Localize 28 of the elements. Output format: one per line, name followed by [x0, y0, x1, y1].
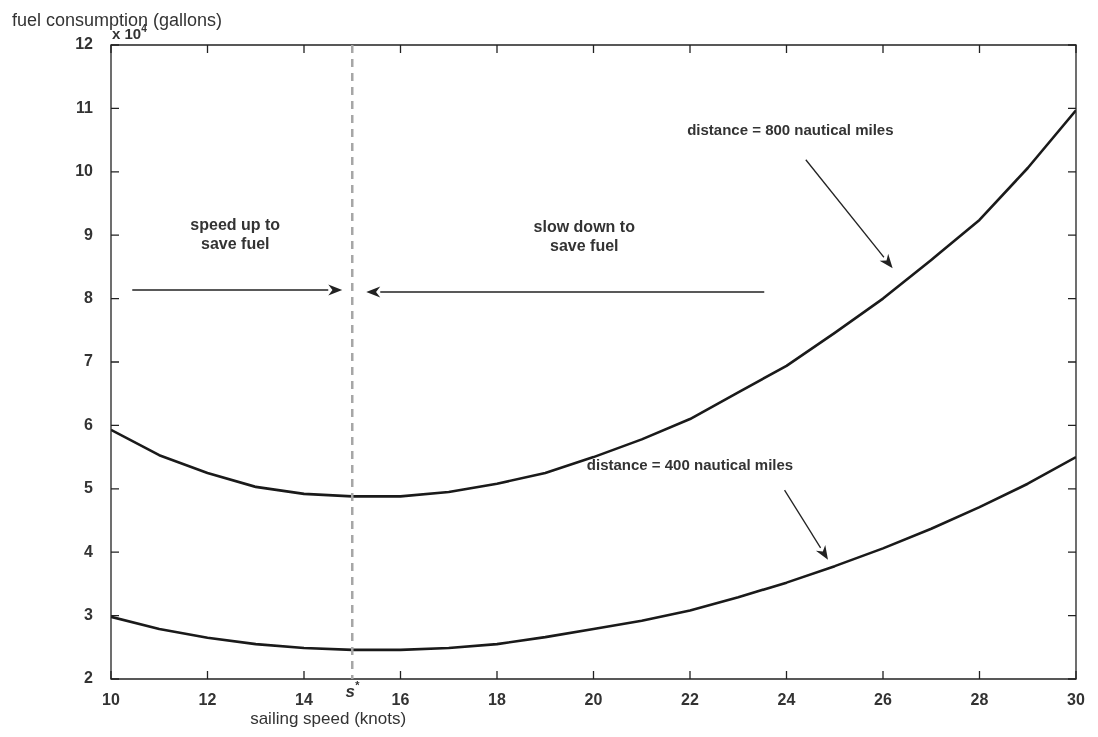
y-tick-label: 3 [84, 606, 94, 624]
y-tick-label: 6 [84, 415, 94, 433]
x-tick-label: 18 [488, 691, 506, 709]
x-tick-label: 20 [584, 691, 603, 709]
y-tick-label: 7 [84, 352, 94, 370]
y-tick-label: 5 [84, 479, 94, 497]
x-tick-label: 10 [102, 691, 120, 709]
x-tick-label: 22 [681, 691, 699, 709]
y-tick-label: 2 [84, 669, 94, 687]
x-tick-label: 28 [970, 691, 989, 709]
y-tick-label: 11 [76, 98, 94, 116]
y-tick-label: 4 [84, 542, 94, 560]
x-tick-label: 16 [391, 691, 410, 709]
annotation: speed up to save fuel [190, 216, 281, 253]
y-tick-label: 10 [75, 162, 94, 180]
x-tick-label: 30 [1067, 691, 1085, 709]
y-tick-label: 12 [75, 35, 94, 53]
annotation: distance = 800 nautical miles [687, 120, 894, 138]
ref-line-label: s* [345, 679, 360, 701]
x-tick-label: 26 [874, 691, 892, 709]
annotation: slow down to save fuel [533, 218, 636, 255]
annotation: distance = 400 nautical miles [586, 455, 794, 473]
y-tick-label: 9 [84, 225, 94, 243]
x-tick-label: 12 [198, 691, 217, 709]
x-axis-title: sailing speed (knots) [250, 709, 407, 728]
x-tick-label: 14 [295, 691, 313, 709]
y-tick-label: 8 [84, 289, 94, 307]
x-tick-label: 24 [777, 691, 796, 709]
